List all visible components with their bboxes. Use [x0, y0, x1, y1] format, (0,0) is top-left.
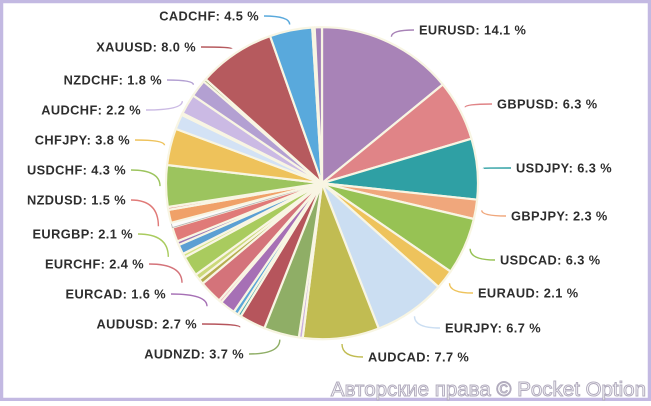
svg-text:EURUSD: 14.1 %: EURUSD: 14.1 %	[419, 23, 527, 38]
svg-text:EURCAD: 1.6 %: EURCAD: 1.6 %	[66, 287, 167, 302]
svg-text:EURCHF: 2.4 %: EURCHF: 2.4 %	[45, 257, 144, 272]
svg-text:AUDCHF: 2.2 %: AUDCHF: 2.2 %	[41, 103, 141, 118]
svg-text:NZDCHF: 1.8 %: NZDCHF: 1.8 %	[64, 73, 163, 88]
svg-text:EURGBP: 2.1 %: EURGBP: 2.1 %	[33, 227, 134, 242]
svg-text:AUDUSD: 2.7 %: AUDUSD: 2.7 %	[97, 317, 198, 332]
svg-text:XAUUSD: 8.0 %: XAUUSD: 8.0 %	[96, 40, 196, 55]
svg-text:Авторские права © Pocket Optio: Авторские права © Pocket Option	[331, 378, 646, 401]
svg-text:EURAUD: 2.1 %: EURAUD: 2.1 %	[478, 286, 579, 301]
svg-text:AUDCAD: 7.7 %: AUDCAD: 7.7 %	[368, 350, 469, 365]
svg-text:USDCHF: 4.3 %: USDCHF: 4.3 %	[27, 163, 126, 178]
svg-text:AUDNZD: 3.7 %: AUDNZD: 3.7 %	[144, 347, 244, 362]
svg-text:NZDUSD: 1.5 %: NZDUSD: 1.5 %	[27, 193, 126, 208]
svg-text:GBPJPY: 2.3 %: GBPJPY: 2.3 %	[511, 209, 608, 224]
svg-text:GBPUSD: 6.3 %: GBPUSD: 6.3 %	[497, 97, 598, 112]
svg-text:EURJPY: 6.7 %: EURJPY: 6.7 %	[445, 321, 541, 336]
svg-text:USDJPY: 6.3 %: USDJPY: 6.3 %	[516, 161, 612, 176]
svg-text:CHFJPY: 3.8 %: CHFJPY: 3.8 %	[35, 133, 130, 148]
svg-text:CADCHF: 4.5 %: CADCHF: 4.5 %	[159, 9, 259, 24]
svg-text:USDCAD: 6.3 %: USDCAD: 6.3 %	[500, 253, 601, 268]
